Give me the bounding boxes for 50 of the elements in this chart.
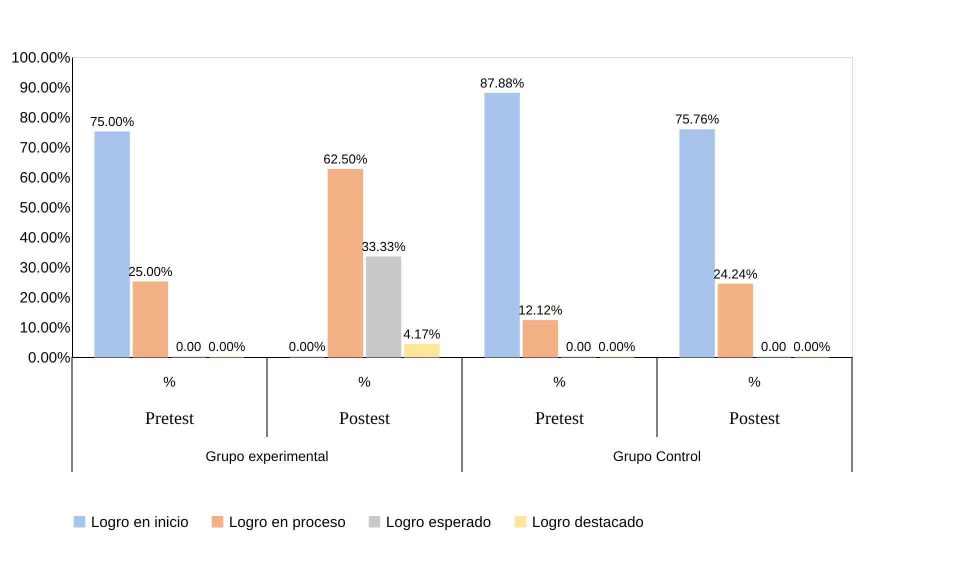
data-label: 75.76% bbox=[675, 112, 720, 127]
x-tick-label: % bbox=[748, 374, 761, 390]
legend-label: Logro en inicio bbox=[91, 514, 189, 531]
y-tick-label: 50.00% bbox=[20, 200, 70, 216]
x-tick-label: % bbox=[553, 374, 566, 390]
data-label: 0.00 bbox=[566, 339, 592, 354]
legend-label: Logro destacado bbox=[532, 514, 644, 531]
y-tick-label: 60.00% bbox=[20, 170, 70, 186]
data-label: 33.33% bbox=[362, 239, 406, 254]
text: Pretest bbox=[535, 408, 584, 428]
data-label: 0.00% bbox=[793, 339, 831, 354]
x-tick-label: % bbox=[163, 374, 176, 390]
data-label: 0.00% bbox=[208, 339, 246, 354]
text: Postest bbox=[338, 408, 390, 428]
bar bbox=[718, 284, 754, 358]
bar bbox=[522, 320, 558, 358]
y-tick-label: 30.00% bbox=[20, 260, 70, 276]
x-tick-label: % bbox=[358, 374, 371, 390]
bar bbox=[366, 256, 402, 358]
legend-label: Logro en proceso bbox=[229, 514, 346, 531]
data-label: 0.00 bbox=[176, 339, 202, 354]
legend-label: Logro esperado bbox=[386, 514, 492, 531]
y-tick-label: 20.00% bbox=[20, 290, 70, 306]
data-label: 0.00% bbox=[598, 339, 636, 354]
data-label: 0.00 bbox=[760, 339, 786, 354]
bar bbox=[679, 129, 715, 358]
data-label: 25.00% bbox=[128, 264, 173, 279]
text: Grupo Control bbox=[613, 448, 701, 464]
bar bbox=[328, 169, 364, 358]
data-label: 75.00% bbox=[90, 114, 135, 129]
text: Postest bbox=[728, 408, 780, 428]
y-tick-label: 0.00% bbox=[28, 350, 70, 366]
bar bbox=[94, 132, 130, 358]
bar bbox=[404, 344, 440, 358]
data-label: 24.24% bbox=[713, 266, 758, 282]
y-tick-label: 70.00% bbox=[20, 140, 70, 156]
y-tick-label: 80.00% bbox=[20, 110, 70, 126]
y-tick-label: 40.00% bbox=[20, 230, 70, 246]
data-label: 87.88% bbox=[480, 75, 525, 90]
y-tick-label: 10.00% bbox=[20, 320, 70, 336]
data-label: 4.17% bbox=[403, 326, 441, 342]
bar bbox=[484, 92, 520, 358]
bar bbox=[132, 282, 168, 358]
y-tick-label: 100.00% bbox=[11, 50, 70, 66]
y-tick-label: 90.00% bbox=[20, 80, 70, 96]
text: Grupo experimental bbox=[206, 448, 328, 464]
data-label: 12.12% bbox=[518, 302, 563, 318]
data-label: 62.50% bbox=[323, 152, 368, 166]
text: Pretest bbox=[145, 408, 194, 428]
data-label: 0.00% bbox=[288, 339, 326, 354]
